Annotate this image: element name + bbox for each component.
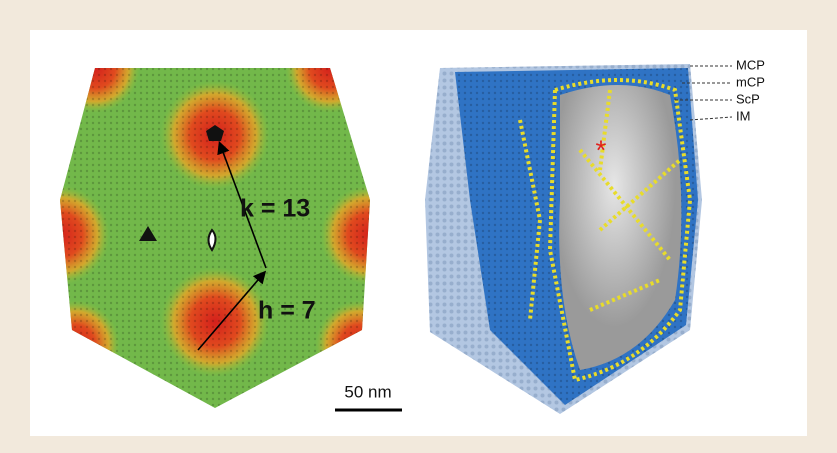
layer-label: mCP: [736, 74, 765, 89]
h-label: h = 7: [258, 297, 316, 325]
asterisk: *: [596, 134, 607, 165]
k-label: k = 13: [240, 195, 310, 223]
figure: k = 13 h = 7 50 nm * MCP mCP ScP IM: [0, 0, 837, 453]
layer-label: IM: [736, 108, 750, 123]
layer-label: ScP: [736, 91, 760, 106]
scale-label: 50 nm: [344, 382, 391, 401]
layer-label: MCP: [736, 57, 765, 72]
ellipse-symbol: [209, 230, 216, 250]
